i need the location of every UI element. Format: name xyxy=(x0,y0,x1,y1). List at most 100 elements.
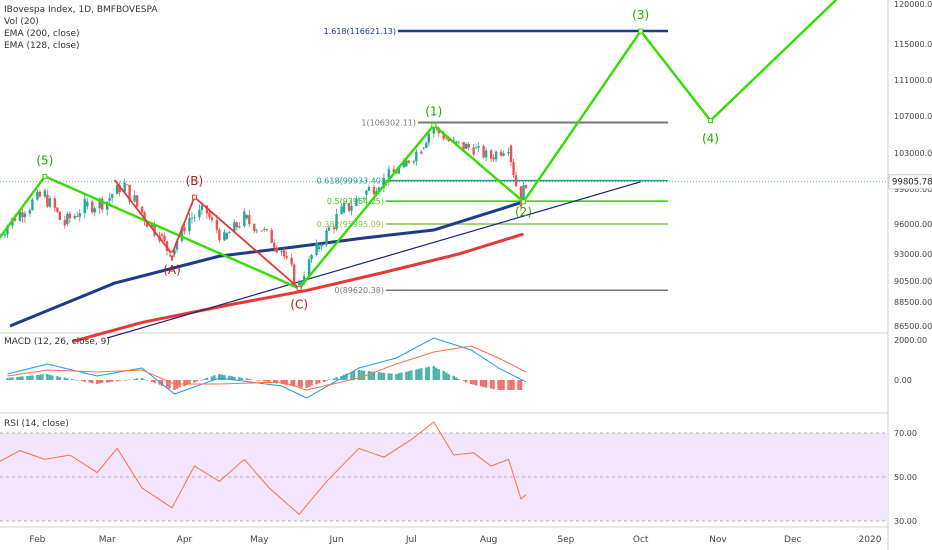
macd-histogram-bar xyxy=(380,372,383,380)
macd-histogram-bar xyxy=(417,368,421,380)
wave-point-marker xyxy=(431,122,437,128)
candle-body xyxy=(83,198,86,214)
candle-body xyxy=(519,186,523,207)
macd-histogram-bar xyxy=(193,380,196,383)
macd-histogram-bar xyxy=(83,380,86,382)
macd-histogram-bar xyxy=(11,377,14,380)
candle-body xyxy=(198,209,201,218)
chart-legend: IBovespa Index, 1D, BMFBOVESPA Vol (20) … xyxy=(4,4,157,52)
symbol-title: IBovespa Index, 1D, BMFBOVESPA xyxy=(4,5,158,15)
candle-body xyxy=(3,234,7,236)
price-tick-label: 86500.00 xyxy=(894,322,932,331)
macd-label: MACD (12, 26, close, 9) xyxy=(4,337,110,347)
candle-body xyxy=(317,246,321,249)
candle-body xyxy=(509,145,513,163)
candle-body xyxy=(402,160,406,168)
macd-histogram-bar xyxy=(101,380,104,384)
candle-body xyxy=(427,133,430,143)
price-tick-label: 111000.00 xyxy=(894,76,932,85)
macd-histogram-bar xyxy=(255,380,258,381)
candle-body xyxy=(297,282,301,285)
candle-body xyxy=(292,264,296,285)
macd-histogram-bar xyxy=(153,380,156,384)
macd-histogram-bar xyxy=(512,380,515,390)
macd-histogram-bar xyxy=(26,376,29,380)
time-tick-label: Feb xyxy=(29,535,45,545)
candle-body xyxy=(66,213,69,224)
macd-histogram-bar xyxy=(382,372,386,380)
macd-histogram-bar xyxy=(63,377,67,380)
macd-histogram-bar xyxy=(51,375,54,380)
macd-histogram-bar xyxy=(452,375,455,380)
macd-histogram-bar xyxy=(519,380,523,390)
macd-histogram-bar xyxy=(81,380,84,382)
candle-body xyxy=(160,234,164,236)
macd-tick-label: 2000.00 xyxy=(894,336,927,345)
macd-histogram-bar xyxy=(245,378,248,380)
candle-body xyxy=(484,150,488,158)
macd-histogram-bar xyxy=(173,380,176,390)
macd-histogram-bar xyxy=(98,380,101,384)
candle-body xyxy=(340,206,343,215)
candle-body xyxy=(135,195,139,207)
time-tick-label: Mar xyxy=(99,535,116,545)
candle-body xyxy=(105,201,109,210)
macd-histogram-bar xyxy=(410,370,413,380)
candle-body xyxy=(270,230,273,243)
macd-histogram-bar xyxy=(168,380,171,389)
macd-histogram-bar xyxy=(200,380,204,381)
abc-correction-path xyxy=(113,179,300,290)
macd-histogram-bar xyxy=(46,374,49,380)
candle-body xyxy=(375,191,378,195)
macd-histogram-bar xyxy=(367,371,371,380)
rsi-label: RSI (14, close) xyxy=(4,419,69,429)
candle-body xyxy=(285,256,288,258)
macd-histogram-bar xyxy=(290,380,293,386)
macd-histogram-bar xyxy=(263,380,266,382)
macd-histogram-bar xyxy=(420,368,423,380)
macd-histogram-bar xyxy=(297,380,301,387)
macd-histogram-bar xyxy=(96,380,99,384)
candle-body xyxy=(223,232,226,241)
candle-body xyxy=(442,133,445,139)
macd-histogram-bar xyxy=(469,380,473,384)
time-tick-label: May xyxy=(250,535,269,545)
macd-histogram-bar xyxy=(342,374,346,380)
macd-histogram-bar xyxy=(285,380,288,386)
macd-histogram-bar xyxy=(238,377,241,380)
candle-body xyxy=(23,213,27,218)
macd-histogram-bar xyxy=(88,380,91,383)
macd-histogram-bar xyxy=(372,371,376,380)
abc-point-marker xyxy=(191,194,197,200)
macd-histogram-bar xyxy=(489,380,493,389)
macd-histogram-bar xyxy=(507,380,510,390)
fib-level-label: 1(106302.11) xyxy=(361,118,416,127)
candle-body xyxy=(210,217,214,220)
macd-histogram-bar xyxy=(425,367,428,380)
rsi-line xyxy=(0,421,527,516)
macd-histogram-bar xyxy=(218,374,221,380)
macd-histogram-bar xyxy=(454,377,458,380)
candle-body xyxy=(18,211,22,221)
candle-body xyxy=(415,151,418,162)
candle-body xyxy=(165,240,169,251)
indicator-vol: Vol (20) xyxy=(4,17,39,27)
macd-histogram-bar xyxy=(230,376,234,380)
candle-body xyxy=(307,259,311,277)
wave-label: (2) xyxy=(515,205,532,219)
candle-body xyxy=(464,143,468,149)
macd-histogram-bar xyxy=(437,369,440,380)
macd-histogram-bar xyxy=(66,378,69,380)
elliott-wave-path xyxy=(0,0,838,290)
fib-level-label: 1.618(116621.13) xyxy=(324,27,396,36)
macd-histogram-bar xyxy=(76,380,79,381)
candle-body xyxy=(58,211,62,220)
abc-label: (C) xyxy=(290,297,308,311)
candle-body xyxy=(432,127,435,134)
candle-body xyxy=(123,182,126,193)
candle-body xyxy=(36,191,39,200)
candle-body xyxy=(482,146,485,158)
rsi-tick-label: 70.00 xyxy=(894,429,917,438)
candle-body xyxy=(125,184,129,186)
